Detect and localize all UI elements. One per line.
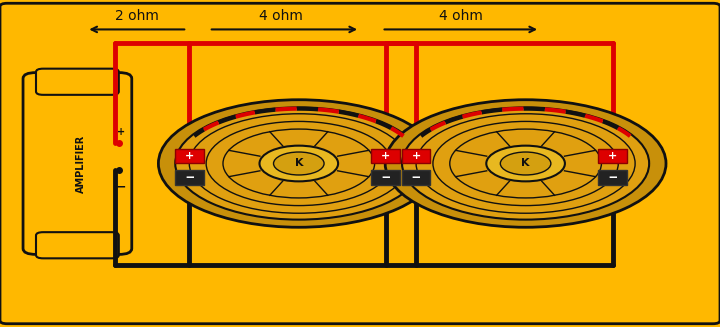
Circle shape	[486, 146, 565, 181]
Circle shape	[500, 152, 551, 175]
Text: −: −	[116, 180, 126, 193]
Text: +: +	[381, 151, 390, 161]
FancyBboxPatch shape	[36, 69, 119, 95]
FancyBboxPatch shape	[372, 149, 400, 163]
Text: AMPLIFIER: AMPLIFIER	[76, 134, 86, 193]
FancyBboxPatch shape	[0, 3, 720, 324]
Circle shape	[175, 107, 423, 220]
Circle shape	[158, 100, 439, 227]
Text: 4 ohm: 4 ohm	[439, 9, 482, 23]
Circle shape	[274, 152, 324, 175]
Circle shape	[402, 107, 649, 220]
Text: K: K	[521, 159, 530, 168]
FancyBboxPatch shape	[402, 149, 431, 163]
Text: +: +	[117, 127, 125, 137]
FancyBboxPatch shape	[23, 73, 132, 254]
Text: ‒: ‒	[412, 171, 420, 184]
FancyBboxPatch shape	[598, 170, 627, 185]
Text: +: +	[411, 151, 420, 161]
Text: ‒: ‒	[382, 171, 390, 184]
Circle shape	[259, 146, 338, 181]
Text: K: K	[294, 159, 303, 168]
FancyBboxPatch shape	[175, 149, 204, 163]
FancyBboxPatch shape	[36, 232, 119, 258]
Text: ‒: ‒	[608, 171, 617, 184]
FancyBboxPatch shape	[598, 149, 627, 163]
FancyBboxPatch shape	[372, 170, 400, 185]
Text: +: +	[184, 151, 194, 161]
Text: ‒: ‒	[185, 171, 194, 184]
FancyBboxPatch shape	[402, 170, 431, 185]
FancyBboxPatch shape	[175, 170, 204, 185]
Text: +: +	[608, 151, 617, 161]
Text: 4 ohm: 4 ohm	[259, 9, 302, 23]
Text: 2 ohm: 2 ohm	[115, 9, 158, 23]
Circle shape	[385, 100, 666, 227]
